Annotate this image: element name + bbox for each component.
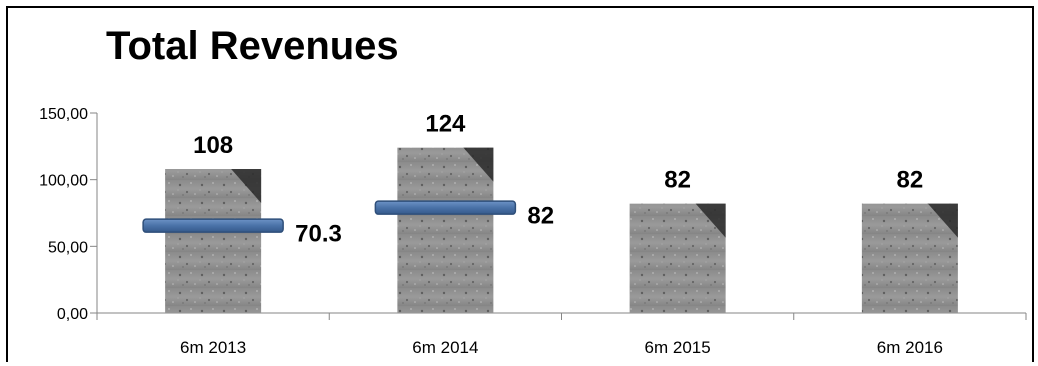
bar-texture-shadow	[231, 169, 262, 203]
bar-texture-shadow	[695, 203, 726, 238]
bar	[629, 203, 726, 313]
bar	[397, 147, 494, 313]
y-tick-label: 100,00	[39, 173, 88, 190]
y-tick-label: 0,00	[57, 306, 88, 323]
marker-value-label: 82	[527, 203, 554, 230]
target-marker	[142, 218, 284, 233]
bar	[861, 203, 958, 313]
target-marker	[374, 200, 517, 215]
y-axis: 0,00 50,00 100,00 150,00	[39, 106, 98, 323]
bar	[165, 169, 262, 313]
bar-texture-shadow	[927, 203, 958, 238]
y-tick-label: 150,00	[39, 106, 88, 123]
x-tick-label: 6m 2016	[877, 338, 943, 357]
marker-value-label: 70.3	[295, 221, 342, 248]
bar-value-label: 82	[897, 167, 924, 194]
bar-value-label: 108	[193, 132, 233, 159]
x-tick-label: 6m 2014	[412, 338, 478, 357]
bar-series: 108 124 82 82	[165, 111, 958, 313]
marker-series: 70.3 82	[142, 200, 554, 248]
x-tick-label: 6m 2015	[645, 338, 711, 357]
y-tick-label: 50,00	[48, 239, 88, 256]
x-axis: 6m 2013 6m 2014 6m 2015 6m 2016	[96, 312, 1027, 357]
bar-value-label: 124	[425, 111, 466, 138]
bar-texture-shadow	[463, 147, 494, 182]
bar-value-label: 82	[664, 167, 691, 194]
chart-title: Total Revenues	[106, 24, 399, 68]
x-tick-label: 6m 2013	[180, 338, 246, 357]
